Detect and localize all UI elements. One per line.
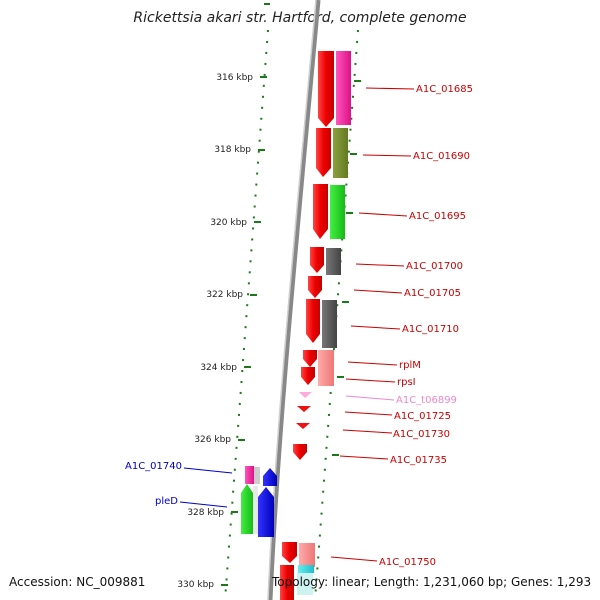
ruler-label: 324 kbp (200, 363, 237, 373)
gene-green-rev-shade (253, 486, 258, 534)
map-title: Rickettsia akari str. Hartford, complete… (133, 10, 467, 26)
block-olive[interactable] (333, 128, 348, 178)
gene-label[interactable]: A1C_01725 (394, 411, 451, 422)
accession-text: Accession: NC_009881 (9, 575, 146, 589)
right-track-marks (332, 80, 361, 456)
gene-label[interactable]: A1C_01730 (393, 429, 450, 440)
ruler: 316 kbp 318 kbp 320 kbp 322 kbp 324 kbp … (177, 73, 267, 590)
gene-label[interactable]: A1C_01685 (416, 84, 473, 95)
gene-label[interactable]: A1C_01690 (413, 151, 470, 162)
gene-a1c-01685[interactable] (318, 51, 334, 127)
gene-label[interactable]: A1C_01705 (404, 288, 461, 299)
gene-a1c-01710[interactable] (306, 299, 320, 343)
gene-a1c-01695[interactable] (313, 184, 328, 239)
gene-label[interactable]: A1C_01710 (402, 324, 459, 335)
gene-green-rev[interactable] (241, 484, 253, 534)
gene-label[interactable]: A1C_01740 (125, 461, 182, 472)
gene-a1c-01725[interactable] (297, 406, 311, 412)
gene-rpsi[interactable] (301, 367, 315, 385)
gene-a1c-01705[interactable] (308, 276, 322, 298)
forward-genes (280, 51, 334, 600)
gene-a1c-01740[interactable] (245, 466, 254, 484)
gene-blue-upper[interactable] (263, 468, 277, 486)
gene-a1c-01690[interactable] (316, 128, 331, 177)
gene-bottom-fragment (280, 565, 294, 600)
gene-a1c-01740-shadow (254, 467, 260, 484)
block-gray-small[interactable] (326, 248, 341, 275)
gene-a1c-t06899[interactable] (299, 392, 312, 398)
gene-label[interactable]: A1C_01735 (390, 455, 447, 466)
ruler-label: 330 kbp (177, 580, 214, 590)
feature-blocks (297, 51, 351, 595)
block-magenta[interactable] (336, 51, 351, 125)
gene-label[interactable]: A1C_01695 (409, 211, 466, 222)
ruler-label: 326 kbp (194, 435, 231, 445)
ruler-label: 318 kbp (214, 145, 251, 155)
ruler-label: 328 kbp (187, 508, 224, 518)
block-pink[interactable] (318, 350, 334, 386)
ruler-label: 322 kbp (206, 290, 243, 300)
gene-rplm[interactable] (303, 350, 317, 367)
gene-a1c-01730[interactable] (296, 423, 310, 429)
gene-label[interactable]: rplM (399, 360, 421, 371)
ruler-label: 320 kbp (210, 218, 247, 228)
block-green[interactable] (330, 185, 345, 239)
block-cyan-pale (297, 573, 313, 595)
block-cyan[interactable] (298, 565, 314, 573)
gene-label[interactable]: rpsI (397, 377, 416, 388)
reverse-genes (241, 466, 277, 537)
gene-label[interactable]: pleD (155, 496, 178, 507)
callout-lines (179, 87, 415, 562)
gene-a1c-01700[interactable] (310, 247, 324, 273)
gene-label[interactable]: A1C_01700 (406, 261, 463, 272)
block-gray[interactable] (322, 300, 337, 348)
gene-label[interactable]: A1C_t06899 (396, 395, 457, 406)
gene-blue-pled[interactable] (258, 487, 274, 537)
genome-summary: Topology: linear; Length: 1,231,060 bp; … (272, 575, 592, 589)
ruler-label: 316 kbp (216, 73, 253, 83)
gene-a1c-01735[interactable] (293, 444, 307, 460)
block-pink-bottom[interactable] (299, 543, 315, 567)
gene-a1c-01750[interactable] (282, 542, 297, 563)
genome-backbone (267, 0, 321, 600)
gene-labels: A1C_01685 A1C_01690 A1C_01695 A1C_01700 … (125, 84, 473, 568)
gene-label[interactable]: A1C_01750 (379, 557, 436, 568)
